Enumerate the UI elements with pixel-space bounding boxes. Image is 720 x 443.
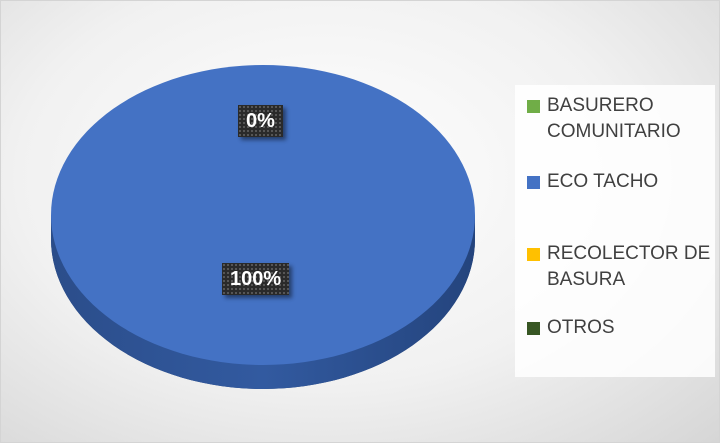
legend-swatch-basurero-comunitario [527, 100, 540, 113]
legend-item-otros: OTROS [527, 315, 715, 341]
data-label-eco-tacho: 100% [222, 263, 290, 295]
legend-item-eco-tacho: ECO TACHO [527, 169, 715, 195]
legend-label: RECOLECTOR DE BASURA [547, 243, 711, 290]
legend-label: BASURERO COMUNITARIO [547, 95, 681, 142]
legend-label: OTROS [547, 317, 615, 338]
legend: BASURERO COMUNITARIO ECO TACHO RECOLECTO… [515, 85, 715, 377]
legend-swatch-otros [527, 322, 540, 335]
legend-item-recolector-de-basura: RECOLECTOR DE BASURA [527, 241, 715, 293]
pie-top-layer [51, 65, 475, 365]
legend-item-basurero-comunitario: BASURERO COMUNITARIO [527, 93, 715, 145]
pie-chart [51, 65, 475, 389]
pie-slice-eco-tacho [51, 65, 475, 365]
legend-swatch-eco-tacho [527, 176, 540, 189]
data-label-basurero-comunitario: 0% [238, 105, 283, 137]
legend-label: ECO TACHO [547, 171, 659, 192]
legend-swatch-recolector-de-basura [527, 248, 540, 261]
